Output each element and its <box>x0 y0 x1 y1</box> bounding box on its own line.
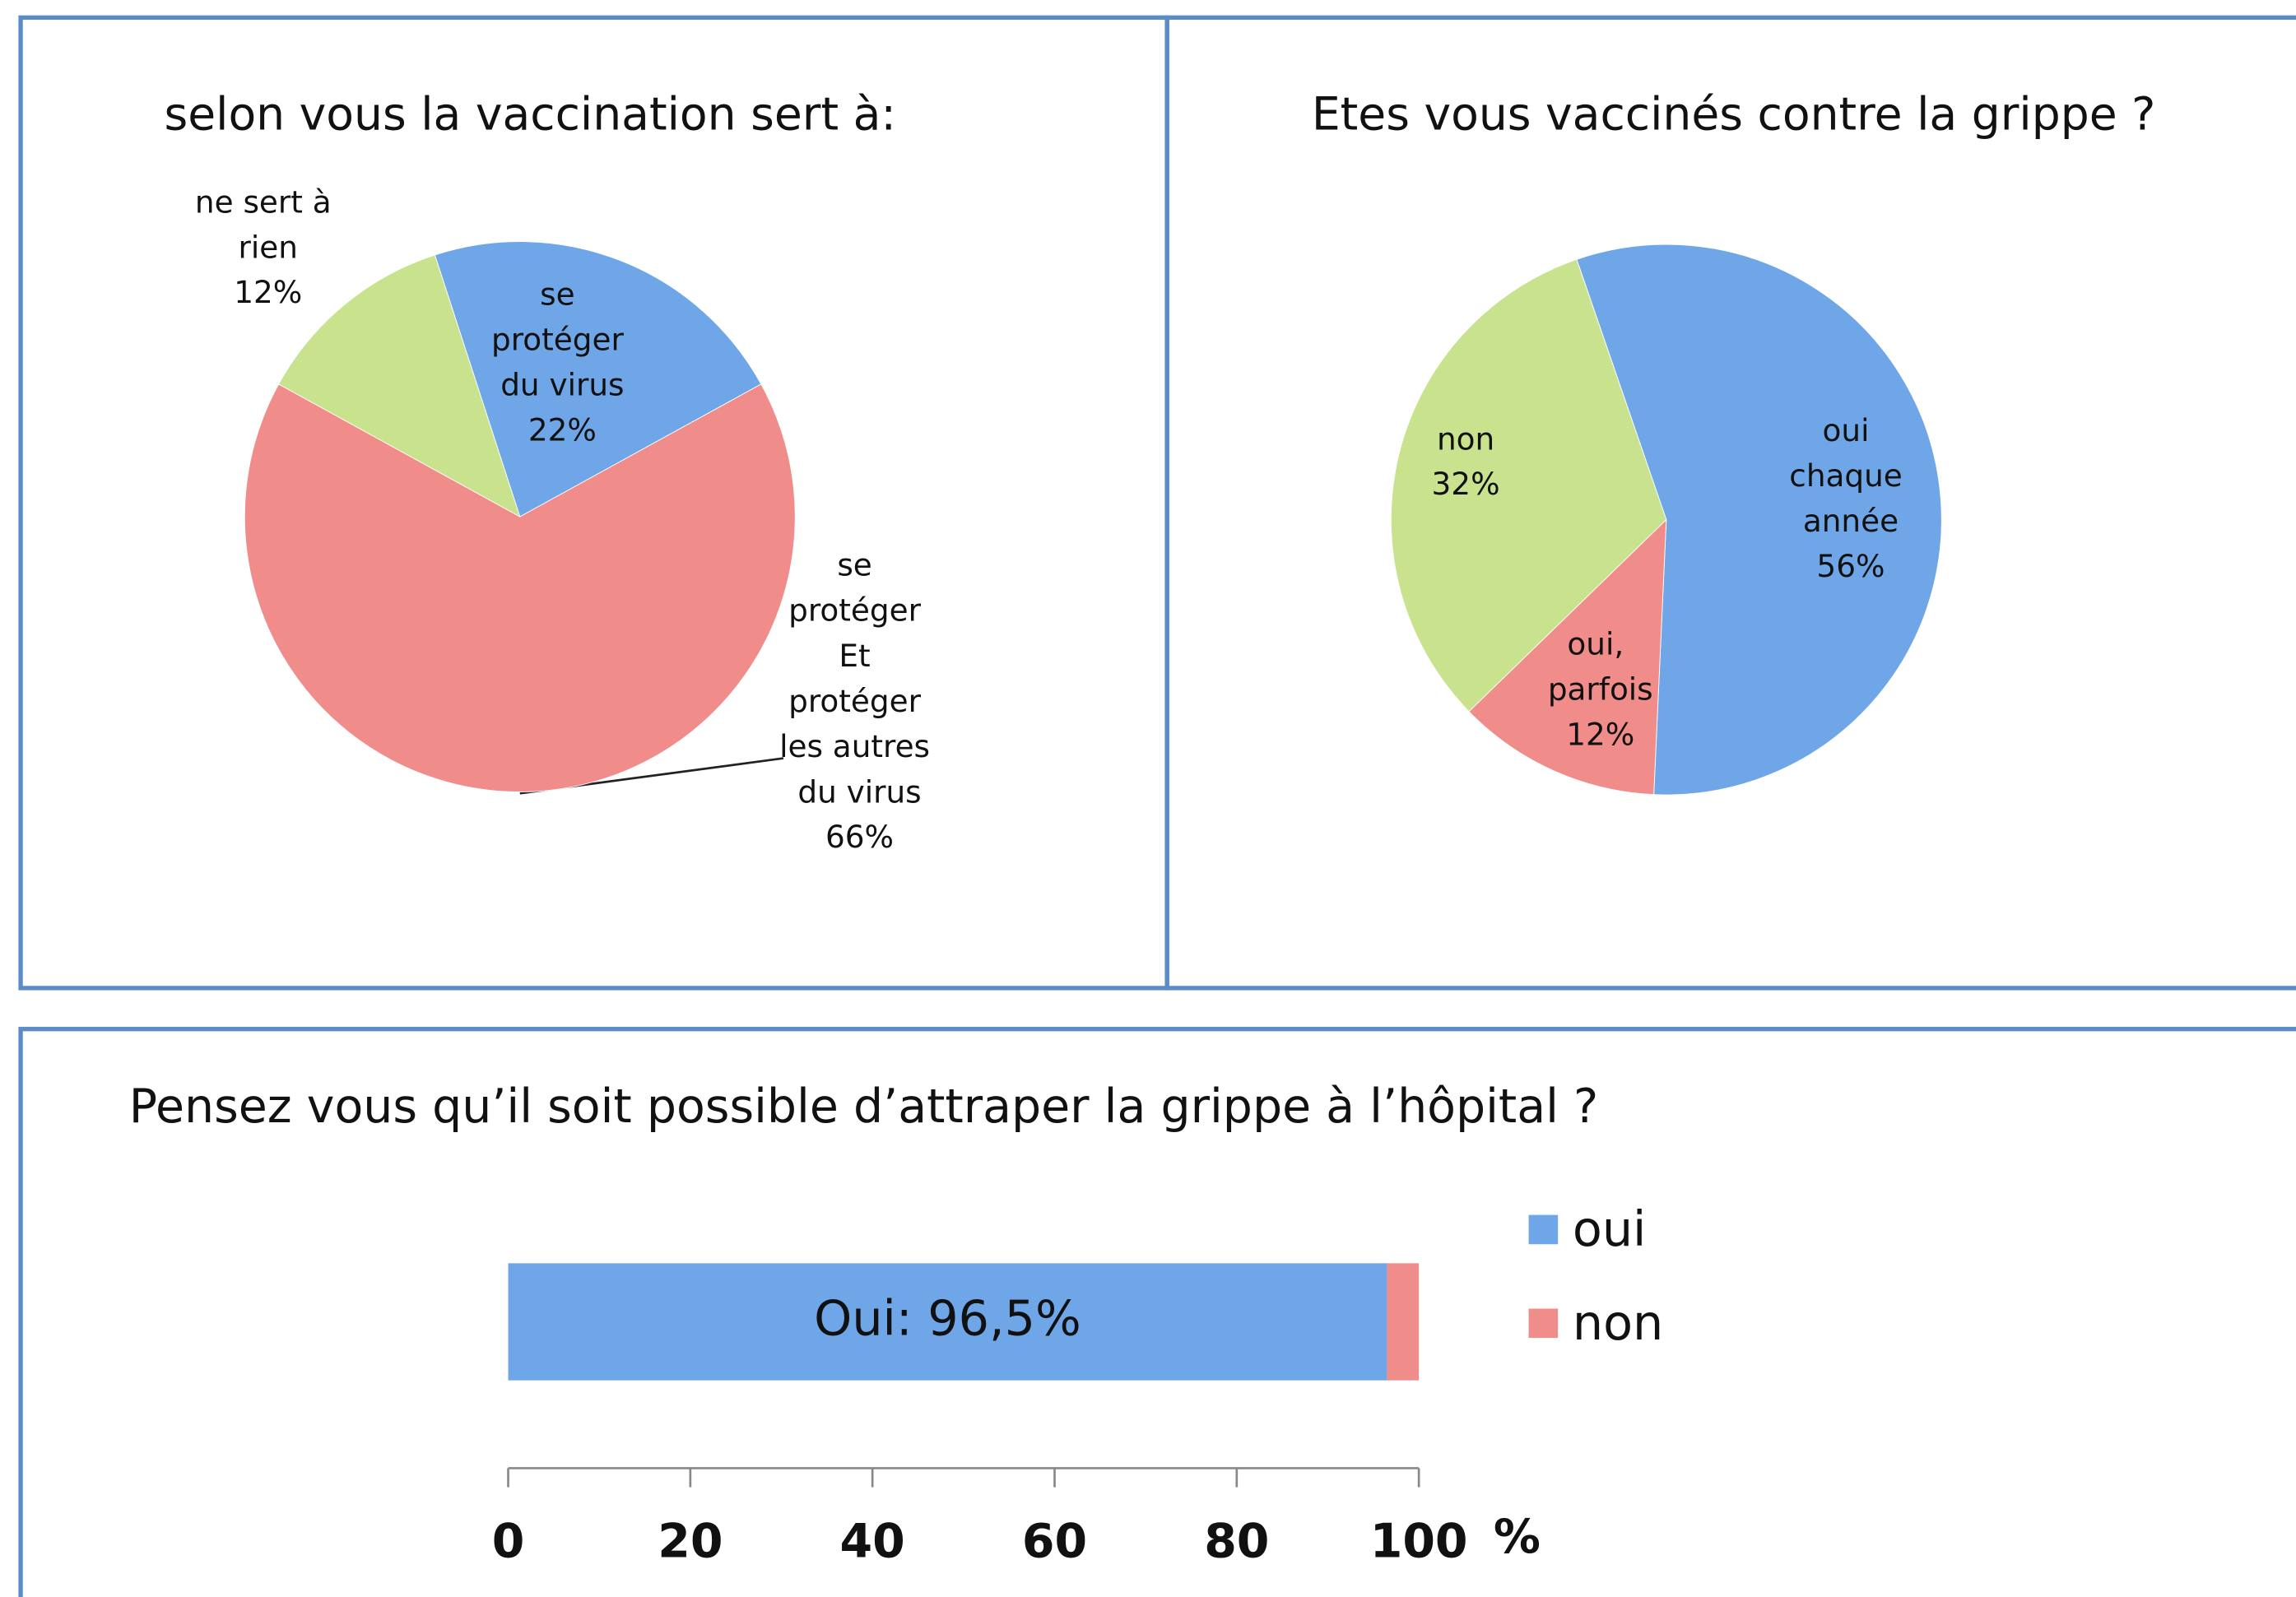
panel <box>18 1027 2296 1597</box>
legend-swatch <box>1528 1214 1559 1245</box>
x-tick-label: 20 <box>658 1515 723 1569</box>
x-tick-label: 40 <box>840 1515 905 1569</box>
slice-value-label: 32% <box>1432 466 1500 502</box>
slice-label: oui chaque année <box>1789 411 1912 538</box>
slice-label: se protéger du virus <box>491 276 634 402</box>
pie-slice <box>1468 518 1667 796</box>
pie-slice <box>434 241 762 518</box>
bar-segment <box>508 1263 1387 1381</box>
chart-title: Etes vous vaccinés contre la grippe ? <box>1312 88 2156 141</box>
x-tick-label: 80 <box>1204 1515 1269 1569</box>
slice-value-label: 56% <box>1816 548 1885 584</box>
slice-label: non <box>1437 420 1494 457</box>
chart-title: selon vous la vaccination sert à: <box>164 88 896 141</box>
bar-segment <box>1387 1263 1420 1381</box>
pie-slice <box>278 254 521 518</box>
x-tick-label: 60 <box>1022 1515 1087 1569</box>
bar-value-label: Oui: 96,5% <box>814 1291 1081 1347</box>
slice-label: se protéger Et protéger les autres du vi… <box>779 546 940 810</box>
slice-label: ne sert à rien <box>195 183 342 265</box>
legend-label: non <box>1573 1295 1663 1351</box>
panel <box>1164 15 2296 991</box>
x-axis-label: % <box>1494 1510 1541 1564</box>
slice-value-label: 12% <box>1566 716 1634 752</box>
slice-value-label: 12% <box>234 274 302 310</box>
slice-label: oui, parfois <box>1548 625 1653 707</box>
chart-title: Pensez vous qu’il soit possible d’attrap… <box>129 1079 1599 1134</box>
x-tick-label: 100 <box>1370 1515 1468 1569</box>
slice-value-label: 22% <box>528 411 597 448</box>
slice-value-label: 66% <box>825 819 894 855</box>
pie-slice <box>1390 258 1667 713</box>
pie-slice <box>1576 244 1942 796</box>
pie-slice <box>244 383 796 792</box>
legend-swatch <box>1528 1308 1559 1339</box>
x-tick-label: 0 <box>492 1515 525 1569</box>
legend-label: oui <box>1573 1201 1646 1257</box>
